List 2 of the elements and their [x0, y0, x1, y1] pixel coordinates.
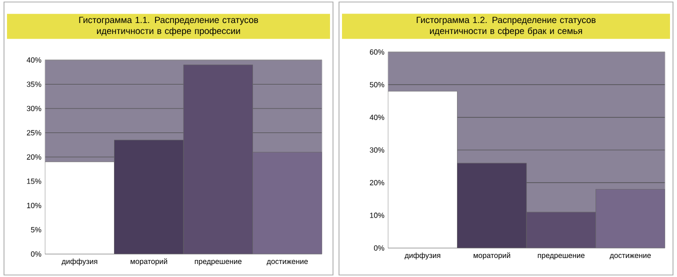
chart-title: Гистограмма 1.2. Распределение статусов идентичности в сфере брак и семья [416, 16, 596, 36]
chart-title: Гистограмма 1.1. Распределение статусов идентичности в сфере профессии [79, 16, 258, 36]
